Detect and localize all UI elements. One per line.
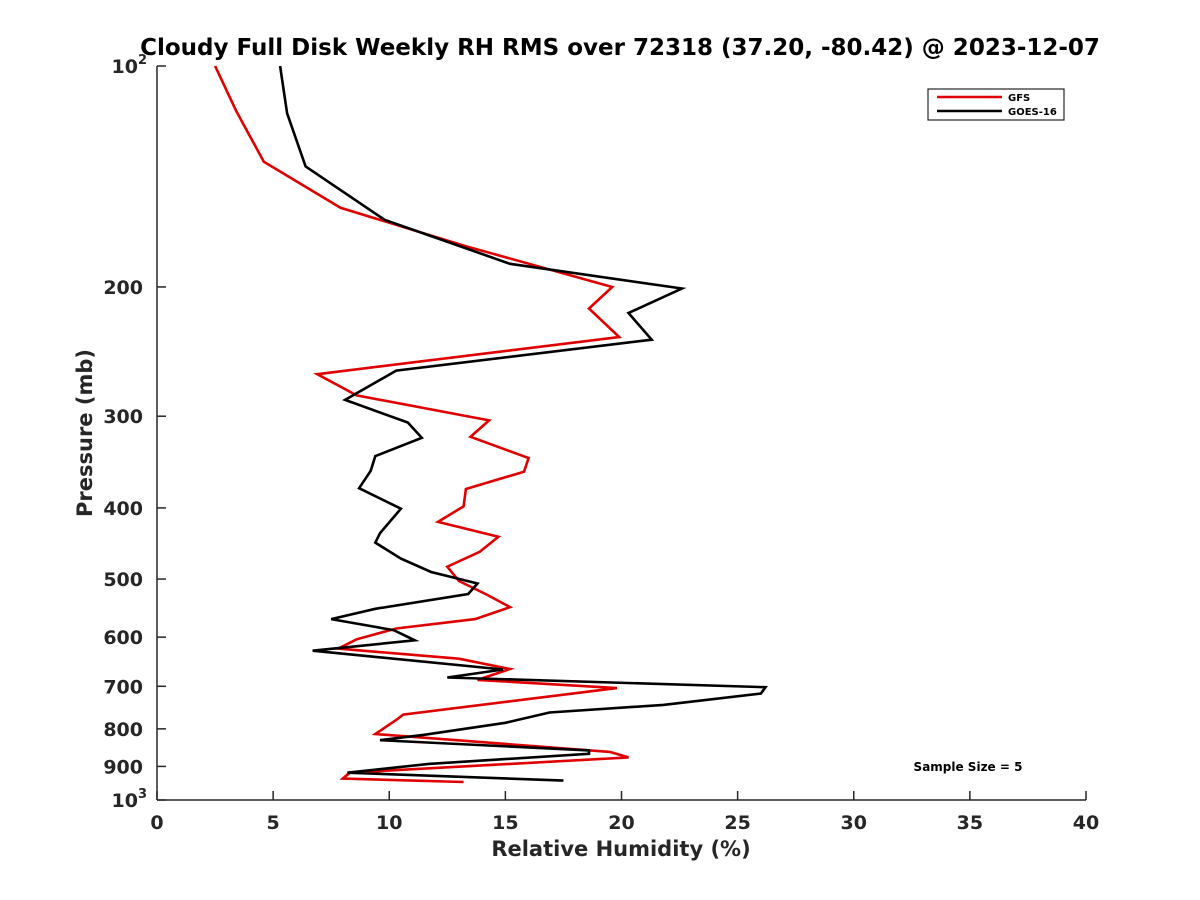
x-tick-label: 0 xyxy=(150,812,163,834)
y-tick-label-base: 10 xyxy=(112,790,138,812)
x-tick-label: 35 xyxy=(957,812,983,834)
x-ticks: 0 5 10 15 20 25 30 35 40 xyxy=(150,791,1099,834)
y-tick-label: 500 xyxy=(103,569,143,591)
y-tick-label-exponent: 2 xyxy=(138,53,147,68)
y-tick-label: 600 xyxy=(103,627,143,649)
x-tick-label: 30 xyxy=(841,812,867,834)
legend: GFS GOES-16 xyxy=(927,88,1065,121)
y-tick-label-base: 10 xyxy=(112,56,138,78)
series-line-goes16 xyxy=(278,65,769,782)
series-line-gfs xyxy=(213,65,629,784)
x-tick-label: 25 xyxy=(724,812,750,834)
series-lines xyxy=(213,65,769,784)
x-axis-label: Relative Humidity (%) xyxy=(491,837,750,861)
legend-box xyxy=(927,88,1065,121)
x-tick-label: 5 xyxy=(267,812,280,834)
x-tick-label: 15 xyxy=(492,812,518,834)
sample-size-annotation: Sample Size = 5 xyxy=(914,760,1023,774)
legend-label-gfs: GFS xyxy=(1008,93,1030,104)
x-tick-label: 10 xyxy=(376,812,402,834)
y-tick-label-exponent: 3 xyxy=(138,787,147,802)
y-tick-label: 400 xyxy=(103,498,143,520)
y-tick-label: 800 xyxy=(103,719,143,741)
y-tick-label: 102 xyxy=(112,53,148,78)
x-tick-label: 20 xyxy=(608,812,634,834)
chart-title: Cloudy Full Disk Weekly RH RMS over 7231… xyxy=(140,35,1100,61)
legend-label-goes16: GOES-16 xyxy=(1008,107,1057,118)
y-axis-label: Pressure (mb) xyxy=(73,349,97,517)
y-tick-label: 900 xyxy=(103,756,143,778)
y-tick-label: 103 xyxy=(112,787,148,812)
y-tick-label: 300 xyxy=(103,406,143,428)
y-tick-label: 200 xyxy=(103,277,143,299)
y-tick-label: 700 xyxy=(103,676,143,698)
x-tick-label: 40 xyxy=(1073,812,1099,834)
